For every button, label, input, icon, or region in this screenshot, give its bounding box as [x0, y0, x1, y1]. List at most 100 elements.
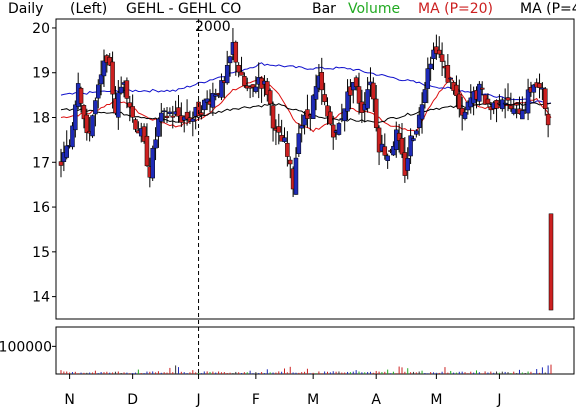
month-label: F — [252, 392, 260, 408]
candle-down — [130, 106, 135, 118]
candle-up — [98, 74, 104, 85]
candle-up — [219, 80, 224, 98]
candle-down — [196, 101, 201, 117]
price-axis: 14 15 16 17 18 19 20 — [32, 21, 56, 306]
volume-panel-frame — [55, 326, 575, 375]
candle-down — [356, 86, 362, 104]
candle-down — [276, 126, 282, 133]
candle-down — [445, 64, 451, 83]
candle-down — [242, 76, 247, 86]
candle-down — [485, 98, 491, 105]
candle-up — [520, 110, 525, 120]
candle-up — [213, 94, 218, 97]
candle-down — [514, 103, 519, 106]
candle-up — [167, 111, 173, 114]
candle-down — [508, 105, 514, 110]
candle-down — [270, 105, 276, 129]
candle-up — [313, 86, 319, 100]
candle-up — [293, 157, 299, 195]
candle-up — [153, 139, 158, 149]
candle-down — [164, 115, 170, 118]
candle-up — [525, 89, 531, 114]
candle-up — [431, 49, 436, 60]
candle-up — [422, 89, 428, 103]
candle-down — [81, 105, 87, 120]
candle-down — [110, 61, 115, 95]
candle-down — [439, 54, 445, 62]
price-tick-label: 20 — [32, 21, 50, 37]
candle-down — [545, 113, 551, 126]
ticker-title: GEHL - GEHL CO — [126, 1, 242, 17]
candle-down — [141, 126, 147, 142]
candle-up — [428, 63, 433, 70]
volume-legend: Volume — [348, 1, 401, 17]
candle-down — [58, 161, 64, 166]
candle-down — [328, 111, 333, 125]
candle-up — [405, 157, 410, 171]
month-label: M — [430, 392, 442, 408]
candle-down — [325, 105, 330, 117]
candle-down — [144, 135, 150, 167]
candle-down — [267, 90, 273, 105]
price-panel-frame — [55, 18, 575, 320]
price-tick-label: 15 — [32, 245, 50, 261]
candle-up — [156, 118, 161, 137]
chart-style-label: Bar — [312, 1, 336, 17]
candle-up — [210, 93, 216, 108]
axis-side-label: (Left) — [70, 1, 108, 17]
candle-up — [224, 64, 230, 84]
candle-up — [90, 115, 95, 137]
candle-down — [84, 114, 90, 134]
price-tick-label: 19 — [32, 66, 50, 82]
candle-up — [365, 89, 370, 109]
candle-down — [543, 88, 548, 109]
candle-down — [127, 102, 133, 108]
candle-up — [391, 145, 396, 156]
candle-down — [319, 72, 325, 91]
price-tick-label: 18 — [32, 111, 50, 127]
candle-up — [411, 138, 416, 141]
candle-up — [302, 114, 307, 126]
candle-up — [118, 86, 124, 94]
candle-down — [78, 87, 84, 104]
ma20-legend: MA (P=20) — [418, 1, 494, 17]
price-bars — [58, 28, 554, 311]
month-label: J — [195, 392, 200, 408]
candle-down — [176, 107, 181, 117]
candle-down — [250, 84, 256, 88]
candle-up — [96, 84, 101, 99]
candle-down — [436, 49, 442, 55]
price-tick-label: 14 — [32, 290, 50, 306]
candle-down — [399, 137, 405, 155]
candle-up — [408, 135, 413, 157]
candle-up — [190, 118, 196, 122]
candle-up — [425, 68, 431, 89]
candle-up — [296, 133, 302, 154]
candle-down — [396, 132, 402, 141]
candle-down — [124, 80, 130, 99]
candle-up — [150, 147, 155, 179]
candle-up — [385, 155, 390, 161]
volume-axis: 100000 — [0, 339, 56, 355]
candle-up — [336, 123, 342, 135]
candle-down — [236, 64, 241, 73]
candle-up — [419, 104, 425, 120]
candle-up — [253, 86, 259, 92]
volume-bars — [60, 364, 552, 374]
ma-line-ma-p-4 — [60, 62, 552, 105]
candle-up — [161, 110, 167, 113]
candle-up — [462, 111, 468, 119]
month-label: N — [64, 392, 74, 408]
period-label: Daily — [8, 1, 44, 17]
candle-up — [70, 125, 75, 148]
candle-down — [505, 97, 511, 101]
candle-down — [459, 108, 465, 116]
candle-up — [227, 56, 233, 64]
month-label: J — [496, 392, 501, 408]
candle-down — [239, 71, 244, 76]
candle-up — [310, 95, 316, 119]
candle-down — [373, 98, 379, 128]
candle-up — [116, 92, 121, 118]
candle-down — [353, 77, 359, 87]
